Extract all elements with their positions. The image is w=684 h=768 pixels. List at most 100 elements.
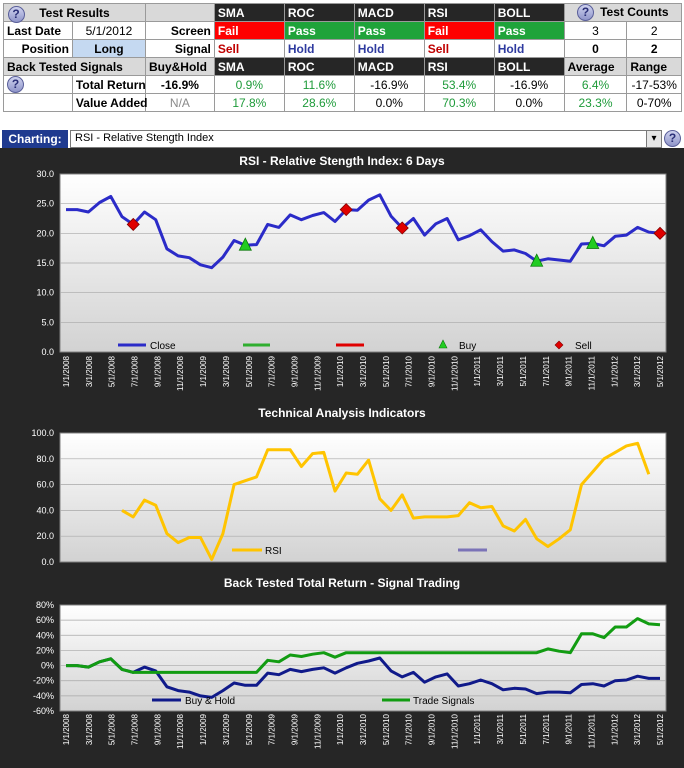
x-tick-label: 7/1/2009 [268,355,277,387]
x-tick-label: 7/1/2011 [542,713,551,744]
legend-label: Buy [459,341,476,352]
x-tick-label: 9/1/2009 [290,355,299,387]
indicator-name: SMA [213,57,285,76]
y-tick-label: 0.0 [41,557,54,567]
x-tick-label: 3/1/2009 [222,713,231,745]
legend-label: Sell [575,341,592,352]
x-tick-label: 3/1/2010 [359,713,368,745]
legend-swatch-buy [438,339,448,349]
x-tick-label: 1/1/2010 [336,713,345,745]
indicator-name: RSI [423,3,495,22]
legend-label: Buy & Hold [185,696,235,707]
x-tick-label: 11/1/2010 [450,355,459,391]
x-tick-label: 5/1/2011 [519,355,528,386]
screen-label: Screen [144,21,215,40]
screen-status: Pass [493,21,565,40]
x-tick-label: 1/1/2011 [473,355,482,386]
x-tick-label: 11/1/2011 [587,713,596,748]
x-tick-label: 3/1/2009 [222,355,231,387]
x-tick-label: 5/1/2009 [245,355,254,387]
y-tick-label: 0% [41,661,54,671]
total-return-value: -16.9% [353,75,425,94]
test-results-label: Test Results [39,5,110,20]
value-added-value: 17.8% [213,93,285,112]
x-tick-label: 3/1/2012 [633,355,642,387]
indicator-name: MACD [353,57,425,76]
charting-label: Charting: [2,130,68,148]
series-line [66,656,660,699]
indicator-name: BOLL [493,57,565,76]
back-tested-label: Back Tested Signals [3,57,146,76]
range-label: Range [626,57,682,76]
x-tick-label: 5/1/2010 [382,713,391,745]
sell-marker [653,226,667,240]
test-counts-header: ? Test Counts [563,3,683,22]
y-tick-label: 20.0 [36,228,54,238]
y-tick-label: 15.0 [36,258,54,268]
plot-area [59,604,667,712]
help-icon[interactable]: ? [7,76,24,93]
series-line [121,441,651,561]
x-tick-label: 5/1/2009 [245,713,254,745]
x-tick-label: 11/1/2010 [450,713,459,749]
sell-marker [126,217,140,231]
charting-select-value: RSI - Relative Stength Index [75,132,214,144]
test-results-header: ? Test Results [3,3,146,23]
x-tick-label: 9/1/2011 [565,713,574,744]
x-tick-label: 11/1/2011 [587,355,596,390]
x-tick-label: 3/1/2008 [85,355,94,387]
indicator-name: ROC [283,57,355,76]
x-tick-label: 11/1/2008 [176,713,185,749]
x-tick-label: 11/1/2008 [176,355,185,391]
x-tick-label: 1/1/2009 [199,355,208,387]
x-tick-label: 1/1/2008 [62,713,71,745]
x-tick-label: 3/1/2011 [496,355,505,386]
x-tick-label: 5/1/2011 [519,713,528,744]
x-tick-label: 7/1/2010 [405,355,414,387]
buy-marker [238,237,252,251]
x-tick-label: 5/1/2008 [108,355,117,387]
help-icon[interactable]: ? [577,4,595,21]
range-total-return: -17-53% [626,75,682,94]
x-tick-label: 7/1/2008 [131,713,140,745]
x-tick-label: 5/1/2010 [382,355,391,387]
y-tick-label: 40.0 [36,505,54,515]
range-value-added: 0-70% [626,93,682,112]
average-value-added: 23.3% [563,93,628,112]
last-date-label: Last Date [3,21,73,40]
x-tick-label: 7/1/2008 [131,355,140,387]
x-tick-label: 7/1/2011 [542,355,551,386]
average-label: Average [563,57,628,76]
x-tick-label: 1/1/2010 [336,355,345,387]
chart-title: Technical Analysis Indicators [258,406,426,420]
y-tick-label: 0.0 [41,347,54,357]
screen-status: Pass [283,21,355,40]
x-tick-label: 1/1/2008 [62,355,71,387]
test-counts-label: Test Counts [600,5,669,19]
signal-value: Sell [213,39,285,58]
x-tick-label: 9/1/2008 [153,355,162,387]
x-tick-label: 1/1/2012 [610,713,619,745]
x-tick-label: 9/1/2011 [565,355,574,386]
legend-label: Trade Signals [413,696,474,707]
x-tick-label: 9/1/2010 [428,355,437,387]
chevron-down-icon[interactable]: ▾ [646,131,661,147]
value-added-label: Value Added [71,93,148,112]
x-tick-label: 11/1/2009 [313,713,322,749]
x-tick-label: 3/1/2012 [633,713,642,745]
indicator-name: BOLL [493,3,565,22]
x-tick-label: 9/1/2009 [290,713,299,745]
help-icon[interactable]: ? [664,130,681,147]
value-added-value: 0.0% [493,93,565,112]
buy-hold-label: Buy&Hold [144,57,215,76]
value-added-value: 70.3% [423,93,495,112]
buy-hold-total-return: -16.9% [144,75,215,94]
x-tick-label: 5/1/2012 [656,713,665,745]
charting-select[interactable]: RSI - Relative Stength Index ▾ [70,130,662,148]
help-icon[interactable]: ? [7,5,25,23]
y-tick-label: 60.0 [36,480,54,490]
y-tick-label: 30.0 [36,169,54,179]
y-tick-label: 60% [36,615,54,625]
total-return-value: 53.4% [423,75,495,94]
y-tick-label: 10.0 [36,288,54,298]
